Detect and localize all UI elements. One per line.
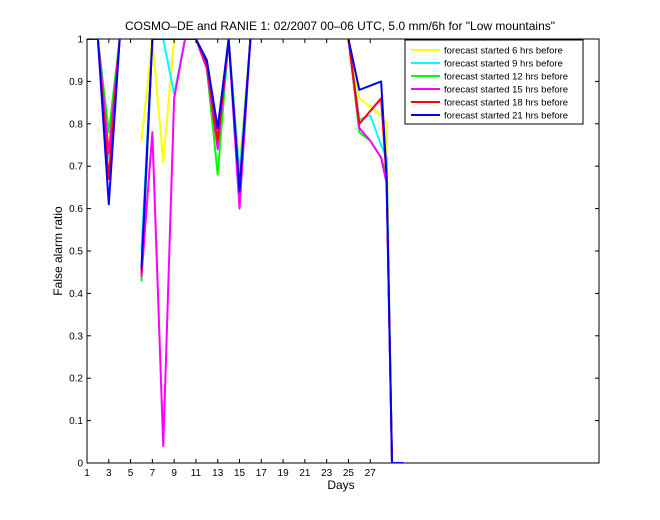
y-tick-label: 0.2 (69, 374, 83, 385)
y-tick-label: 0 (77, 459, 83, 470)
x-tick-label: 11 (191, 468, 202, 479)
series-line-6 (87, 39, 404, 463)
x-tick-label: 7 (150, 468, 156, 479)
x-axis-label: Days (327, 478, 354, 492)
x-tick-label: 23 (321, 468, 333, 479)
x-tick-label: 25 (343, 468, 355, 479)
x-tick-label: 17 (256, 468, 268, 479)
x-tick-label: 27 (365, 468, 377, 479)
legend-entry: forecast started 12 hrs before (444, 71, 568, 82)
y-tick-label: 0.7 (69, 162, 83, 173)
y-tick-label: 0.6 (69, 204, 83, 215)
x-tick-label: 13 (212, 468, 224, 479)
y-tick-label: 0.3 (69, 331, 83, 342)
x-tick-label: 21 (299, 468, 311, 479)
y-tick-label: 0.8 (69, 119, 83, 130)
y-axis: 0 0.1 0.2 0.3 0.4 0.5 0.6 0.7 0.8 0.9 1 (69, 35, 599, 470)
legend-entry: forecast started 15 hrs before (444, 84, 568, 95)
legend-box (404, 39, 584, 125)
y-tick-label: 1 (77, 35, 83, 46)
legend-entry: forecast started 21 hrs before (444, 110, 568, 121)
y-tick-label: 0.9 (69, 77, 83, 88)
x-tick-label: 9 (171, 468, 177, 479)
series-layer (87, 39, 404, 463)
x-tick-label: 19 (278, 468, 290, 479)
x-axis: 1 3 5 7 9 11 13 15 17 19 21 23 25 27 (84, 39, 376, 479)
y-tick-label: 0.5 (69, 247, 83, 258)
legend-entry: forecast started 9 hrs before (444, 58, 563, 69)
chart-title: COSMO–DE and RANIE 1: 02/2007 00–06 UTC,… (125, 19, 555, 33)
x-tick-label: 3 (106, 468, 112, 479)
legend-entry: forecast started 18 hrs before (444, 97, 568, 108)
y-tick-label: 0.4 (69, 289, 83, 300)
x-tick-label: 1 (84, 468, 90, 479)
legend-entry: forecast started 6 hrs before (444, 45, 563, 56)
x-tick-label: 15 (234, 468, 246, 479)
y-tick-label: 0.1 (69, 416, 83, 427)
x-tick-label: 5 (128, 468, 134, 479)
legend: forecast started 6 hrs before forecast st… (404, 39, 584, 125)
y-axis-label: False alarm ratio (51, 206, 65, 296)
